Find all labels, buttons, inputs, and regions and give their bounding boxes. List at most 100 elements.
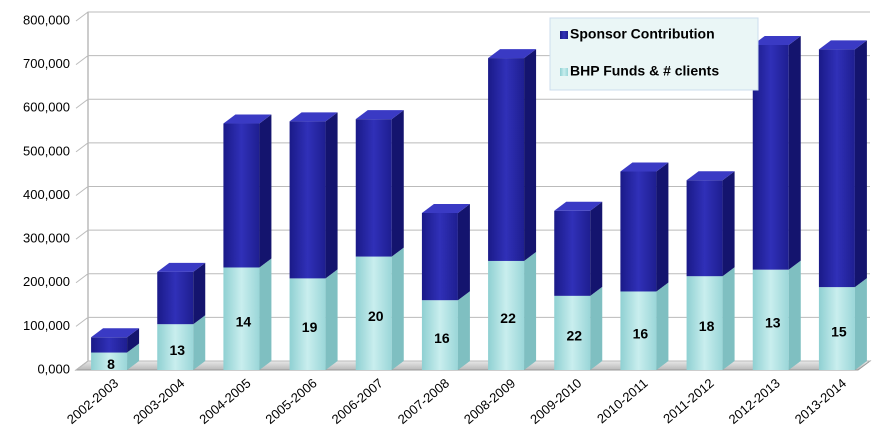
bar: [686, 180, 723, 277]
bar: [355, 119, 392, 257]
data-label: 8: [107, 356, 115, 372]
bar: [157, 271, 194, 325]
data-label: 13: [765, 315, 781, 331]
bar-side: [259, 114, 272, 268]
bar: [554, 295, 591, 370]
x-tick-label: 2013-2014: [792, 375, 849, 426]
x-tick-label: 2007-2008: [395, 375, 452, 426]
bar-side: [590, 286, 603, 370]
y-tick-label: 600,000: [23, 100, 70, 115]
bar-side: [722, 171, 735, 277]
bar: [91, 337, 128, 353]
bar: [554, 210, 591, 296]
grid-line: [75, 98, 870, 109]
data-label: 19: [302, 319, 318, 335]
bar-top: [752, 35, 801, 45]
grid-line: [75, 360, 870, 371]
y-tick-label: 300,000: [23, 231, 70, 246]
data-label: 13: [169, 342, 185, 358]
data-label: 20: [368, 308, 384, 324]
x-tick-label: 2009-2010: [527, 375, 584, 426]
legend-label: Sponsor Contribution: [570, 26, 715, 42]
x-tick-label: 2008-2009: [461, 375, 518, 426]
legend-box: [549, 17, 759, 91]
bar-top: [620, 162, 669, 172]
bar-side: [193, 262, 206, 325]
grid-line: [75, 316, 870, 327]
bar-top: [91, 328, 140, 338]
bar-side: [391, 247, 404, 370]
bar: [686, 276, 723, 370]
bar: [488, 58, 525, 261]
grid-line: [75, 273, 870, 284]
x-tick-label: 2010-2011: [594, 375, 651, 426]
legend-label: BHP Funds & # clients: [570, 63, 719, 79]
bar-side: [193, 315, 206, 370]
bar-side: [656, 162, 669, 292]
x-tick-label: 2005-2006: [262, 375, 319, 426]
bar-side: [391, 110, 404, 257]
bar-side: [325, 112, 338, 279]
x-tick-label: 2006-2007: [329, 375, 386, 426]
bar: [421, 300, 458, 370]
bar: [620, 171, 657, 292]
data-label: 14: [236, 313, 252, 329]
legend-swatch: [560, 68, 568, 76]
bar: [752, 269, 789, 370]
bar: [355, 256, 392, 370]
bar-top: [289, 112, 338, 122]
y-tick-label: 400,000: [23, 187, 70, 202]
grid-line: [75, 11, 870, 22]
data-label: 16: [633, 325, 649, 341]
bar-side: [854, 278, 867, 370]
bar-side: [259, 258, 272, 370]
bar-side: [788, 35, 801, 270]
grid-line: [75, 142, 870, 153]
x-tick-label: 2004-2005: [196, 375, 253, 426]
data-label: 22: [566, 328, 582, 344]
bar-top: [554, 201, 603, 211]
bar-top: [421, 203, 470, 213]
bar-side: [656, 282, 669, 370]
bar-top: [223, 114, 272, 124]
bar: [421, 212, 458, 301]
y-tick-label: 0,000: [37, 361, 70, 376]
bar: [752, 44, 789, 270]
bar: [223, 123, 260, 268]
bar: [488, 260, 525, 370]
x-tick-label: 2011-2012: [660, 375, 717, 426]
x-tick-label: 2003-2004: [130, 375, 187, 426]
y-tick-label: 100,000: [23, 318, 70, 333]
bar-top: [818, 40, 867, 50]
x-tick-label: 2002-2003: [64, 375, 121, 426]
x-tick-label: 2012-2013: [726, 375, 783, 426]
y-tick-label: 500,000: [23, 143, 70, 158]
bar-side: [127, 328, 140, 353]
bar: [289, 121, 326, 279]
grid-line: [75, 186, 870, 196]
bar-side: [722, 267, 735, 370]
bar: [157, 324, 194, 370]
bar-top: [488, 49, 537, 59]
bar-top: [686, 171, 735, 181]
bar: [818, 49, 855, 288]
legend-swatch: [560, 31, 568, 39]
data-label: 15: [831, 323, 847, 339]
bar: [223, 267, 260, 370]
bar-side: [325, 269, 338, 370]
data-label: 16: [434, 330, 450, 346]
bar-side: [788, 260, 801, 370]
bar-side: [854, 40, 867, 288]
bar: [818, 287, 855, 370]
bar-side: [457, 203, 470, 301]
y-tick-label: 700,000: [23, 56, 70, 71]
data-label: 22: [500, 310, 516, 326]
bar-side: [524, 251, 537, 370]
bar: [289, 278, 326, 370]
bar-top: [157, 262, 206, 272]
y-tick-label: 200,000: [23, 274, 70, 289]
bar-side: [524, 49, 537, 261]
bar: [91, 352, 128, 370]
grid-line: [75, 229, 870, 240]
